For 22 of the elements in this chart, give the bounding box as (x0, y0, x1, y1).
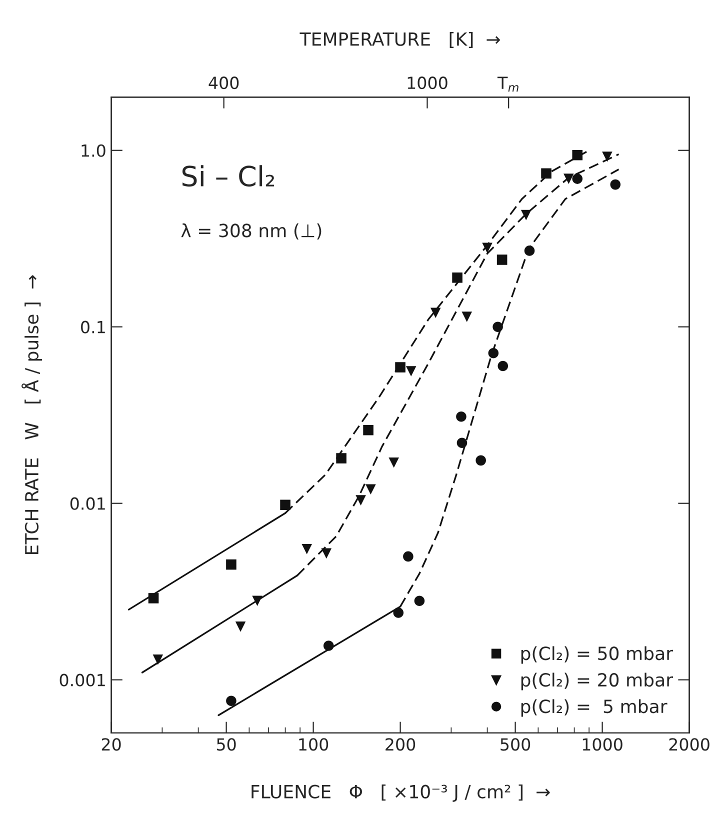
y-tick-label: 1.0 (82, 144, 106, 157)
x-tick-label: 1000 (582, 738, 622, 751)
x-tick-label: 2000 (669, 738, 710, 751)
x2-tick-label: T$_{m}$ (497, 76, 518, 92)
legend-label: p(Cl₂) = 5 mbar (521, 699, 668, 717)
y-axis-title: ETCH RATE W [ Å / pulse ] → (22, 275, 42, 554)
legend-label: p(Cl₂) = 20 mbar (521, 672, 674, 690)
x-tick-label: 200 (386, 738, 416, 751)
legend-label: p(Cl₂) = 50 mbar (521, 646, 674, 664)
annotation: Si – Cl₂ (182, 165, 274, 187)
x2-axis-title: TEMPERATURE [K] → (300, 32, 500, 48)
y-tick-label: 0.001 (60, 674, 105, 686)
x-tick-label: 20 (102, 738, 121, 751)
annotation: λ = 308 nm (⊥) (181, 223, 322, 240)
x2-tick-label: 1000 (408, 76, 448, 90)
x-tick-label: 500 (500, 738, 530, 751)
y-tick-label: 0.1 (81, 320, 105, 334)
x-tick-label: 50 (216, 738, 236, 751)
y-tick-label: 0.01 (70, 497, 105, 510)
x-axis-title: FLUENCE Φ [ ×10⁻³ J / cm² ] → (252, 784, 550, 802)
x-tick-label: 100 (299, 738, 328, 751)
x2-tick-label: 400 (208, 76, 239, 90)
